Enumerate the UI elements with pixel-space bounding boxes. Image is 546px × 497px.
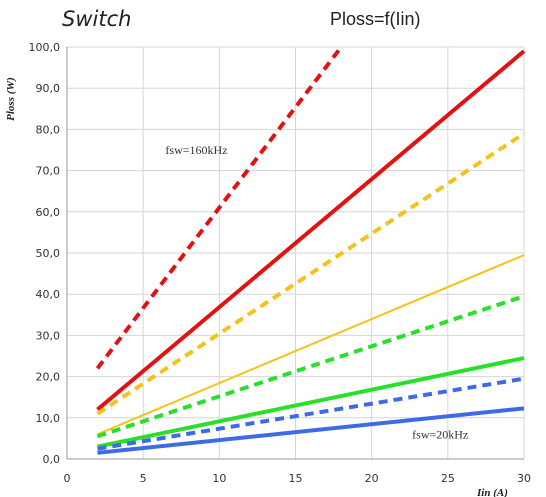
x-axis-label: Iin (A) (476, 487, 508, 497)
x-tick-label: 25 (441, 472, 455, 485)
x-tick-label: 10 (212, 472, 226, 485)
series-lines (95, 45, 526, 455)
series-line-7 (97, 376, 525, 451)
x-tick-label: 5 (140, 472, 147, 485)
y-tick-label: 80,0 (36, 123, 61, 136)
y-tick-label: 50,0 (36, 247, 61, 260)
y-tick-label: 70,0 (36, 165, 61, 178)
x-tick-label: 30 (517, 472, 531, 485)
x-tick-labels: 0 5 10 15 20 25 30 (64, 472, 532, 485)
annotations: fsw=160kHz fsw=20kHz (165, 143, 468, 441)
y-tick-label: 10,0 (36, 412, 61, 425)
series-line-2 (96, 49, 526, 412)
y-tick-label: 60,0 (36, 206, 61, 219)
annotation-label: fsw=20kHz (412, 427, 468, 441)
y-tick-label: 20,0 (36, 371, 61, 384)
x-tick-label: 15 (289, 472, 303, 485)
y-tick-label: 0,0 (43, 453, 61, 466)
series-line-3 (96, 131, 526, 416)
annotation-label: fsw=160kHz (165, 143, 227, 157)
series-line-1 (95, 45, 343, 370)
axes (66, 47, 524, 460)
y-tick-label: 30,0 (36, 329, 61, 342)
chart-title-switch: Switch (62, 7, 131, 31)
chart-title: Ploss=f(Iin) (330, 9, 421, 29)
y-axis-label: Ploss (W) (5, 77, 17, 121)
y-tick-labels: 0,0 10,0 20,0 30,0 40,0 50,0 60,0 70,0 80,0 90,0 1… (29, 41, 61, 466)
series-line-4 (97, 254, 525, 436)
x-tick-label: 20 (365, 472, 379, 485)
series-line-6 (97, 356, 525, 449)
y-tick-label: 40,0 (36, 288, 61, 301)
series-line-8 (97, 406, 525, 455)
y-tick-label: 100,0 (29, 41, 61, 54)
x-tick-label: 0 (64, 472, 71, 485)
y-tick-label: 90,0 (36, 82, 61, 95)
